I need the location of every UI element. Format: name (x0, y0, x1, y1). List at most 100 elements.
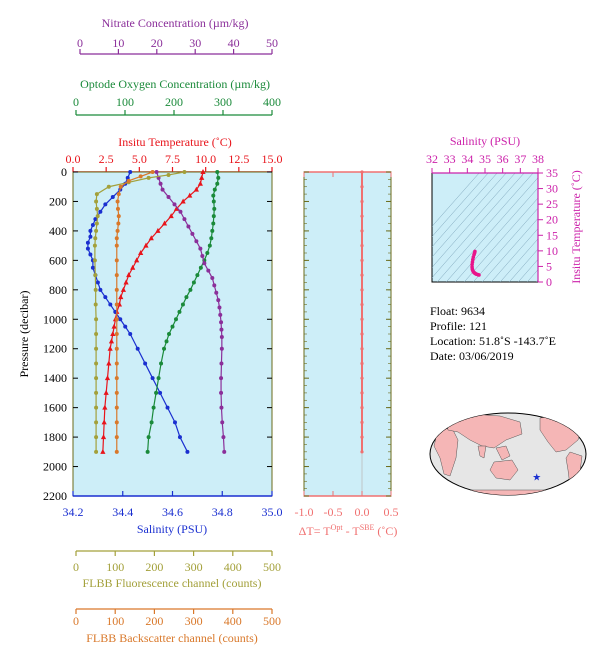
point-oxygen-9 (210, 228, 215, 233)
point-salinity-27 (150, 376, 155, 381)
point-salinity-17 (95, 280, 100, 285)
point-temperature-10 (148, 235, 154, 241)
point-salinity-4 (110, 195, 115, 200)
point-oxygen-28 (154, 390, 159, 395)
point-nitrate-19 (217, 305, 222, 310)
point-backscatter-8 (116, 221, 121, 226)
tick-label-backscatter-2: 200 (145, 614, 163, 628)
point-oxygen-22 (170, 324, 175, 329)
point-nitrate-27 (219, 390, 224, 395)
point-fluorescence-12 (92, 243, 97, 248)
point-fluorescence-10 (94, 228, 99, 233)
point-temperature-11 (143, 242, 149, 248)
point-backscatter-17 (114, 332, 119, 336)
tick-label-pressure-5: 1000 (43, 312, 67, 326)
tick-label-fluorescence-4: 400 (224, 560, 242, 574)
point-oxygen-5 (211, 199, 216, 204)
point-oxygen-21 (173, 317, 178, 322)
float-info: Float: 9634 Profile: 121 Location: 51.8˚… (430, 304, 556, 364)
point-nitrate-20 (218, 312, 223, 317)
point-temperature-32 (100, 448, 106, 454)
point-nitrate-16 (212, 283, 217, 288)
point-temperature-17 (120, 286, 127, 292)
ts-point-17 (477, 273, 481, 277)
tick-label-fluorescence-0: 0 (73, 560, 79, 574)
point-temperature-9 (155, 227, 161, 233)
delta-t-point-15 (360, 391, 364, 395)
point-nitrate-17 (214, 290, 219, 295)
point-oxygen-8 (211, 221, 216, 226)
point-fluorescence-23 (94, 405, 99, 410)
point-backscatter-1 (138, 174, 143, 179)
point-temperature-14 (130, 264, 136, 270)
point-oxygen-6 (212, 206, 217, 211)
point-nitrate-7 (182, 217, 187, 222)
delta-t-point-19 (360, 450, 364, 454)
point-nitrate-25 (219, 361, 224, 366)
point-fluorescence-11 (93, 236, 98, 241)
point-temperature-26 (106, 360, 112, 366)
tick-label-nitrate-5: 50 (266, 36, 278, 50)
point-fluorescence-6 (94, 199, 99, 204)
backscatter-axis-label: FLBB Backscatter channel (counts) (86, 631, 258, 645)
tick-label-pressure-3: 600 (49, 253, 67, 267)
tick-label-temperature-1: 2.5 (99, 152, 114, 166)
delta-t-axis-label: ΔT= TOpt - TSBE (˚C) (299, 523, 398, 538)
point-oxygen-24 (164, 339, 169, 344)
point-salinity-25 (135, 346, 140, 351)
tick-label-fluorescence-3: 300 (185, 560, 203, 574)
tick-label-ts-y-1: 5 (546, 259, 552, 273)
tick-label-backscatter-4: 400 (224, 614, 242, 628)
point-oxygen-27 (156, 376, 161, 381)
point-backscatter-3 (118, 184, 123, 189)
point-oxygen-3 (212, 187, 217, 192)
tick-label-oxygen-4: 400 (263, 95, 281, 109)
tick-label-ts-y-5: 25 (546, 197, 558, 211)
float-id: Float: 9634 (430, 304, 486, 318)
point-oxygen-19 (180, 302, 185, 307)
point-salinity-11 (85, 240, 90, 245)
point-oxygen-20 (177, 309, 182, 314)
point-backscatter-15 (114, 302, 119, 307)
point-fluorescence-7 (94, 206, 99, 211)
point-salinity-19 (103, 295, 108, 300)
point-backscatter-11 (114, 243, 119, 248)
point-temperature-1 (199, 174, 205, 180)
point-nitrate-21 (219, 320, 224, 325)
tick-label-dt-3: 0.5 (384, 505, 399, 519)
point-oxygen-0 (215, 170, 220, 174)
point-nitrate-11 (198, 246, 203, 251)
tick-label-fluorescence-2: 200 (145, 560, 163, 574)
point-temperature-22 (111, 323, 117, 329)
main-series (85, 169, 227, 454)
tick-label-ts-x-1: 33 (444, 152, 456, 166)
delta-t-point-3 (360, 214, 364, 218)
ts-point-6 (470, 262, 474, 267)
delta-t-point-5 (360, 244, 364, 248)
point-nitrate-30 (221, 435, 226, 440)
tick-label-ts-x-3: 35 (479, 152, 491, 166)
point-temperature-28 (103, 389, 109, 395)
tick-label-oxygen-2: 200 (165, 95, 183, 109)
point-nitrate-15 (210, 276, 215, 281)
tick-label-ts-y-3: 15 (546, 228, 558, 242)
float-location-marker: ★ (532, 473, 541, 484)
delta-t-point-13 (360, 361, 364, 366)
point-backscatter-18 (114, 346, 119, 351)
backscatter-axis: 0 100 200 300 400 500 FLBB Backscatter channe… (73, 608, 281, 645)
point-temperature-31 (100, 434, 107, 440)
tick-label-dt-0: -1.0 (295, 505, 314, 519)
point-nitrate-6 (178, 209, 183, 214)
point-salinity-15 (90, 265, 95, 270)
delta-t-point-1 (360, 185, 364, 189)
location: Location: 51.8˚S -143.7˚E (430, 334, 556, 348)
point-fluorescence-18 (94, 332, 99, 336)
point-salinity-7 (93, 217, 98, 222)
point-oxygen-17 (188, 287, 193, 292)
nitrate-axis-label: Nitrate Concentration (µm/kg) (102, 16, 249, 30)
point-salinity-10 (88, 234, 93, 239)
point-backscatter-20 (114, 376, 119, 381)
point-salinity-8 (90, 223, 95, 228)
delta-t-point-16 (360, 406, 364, 410)
tick-label-backscatter-5: 500 (263, 614, 281, 628)
